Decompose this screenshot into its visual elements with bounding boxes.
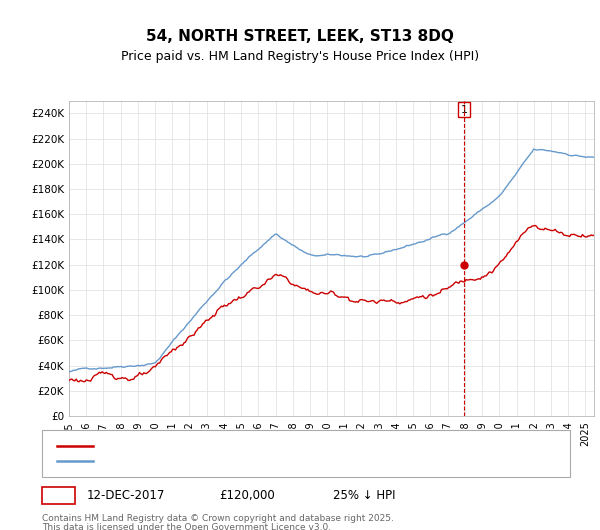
Text: 1: 1 bbox=[461, 104, 467, 114]
Text: £120,000: £120,000 bbox=[219, 489, 275, 501]
Text: 12-DEC-2017: 12-DEC-2017 bbox=[87, 489, 166, 501]
Text: 54, NORTH STREET, LEEK, ST13 8DQ: 54, NORTH STREET, LEEK, ST13 8DQ bbox=[146, 29, 454, 44]
Text: HPI: Average price, semi-detached house, Staffordshire Moorlands: HPI: Average price, semi-detached house,… bbox=[99, 456, 461, 466]
Text: Price paid vs. HM Land Registry's House Price Index (HPI): Price paid vs. HM Land Registry's House … bbox=[121, 50, 479, 64]
Text: 54, NORTH STREET, LEEK, ST13 8DQ (semi-detached house): 54, NORTH STREET, LEEK, ST13 8DQ (semi-d… bbox=[99, 441, 428, 451]
Text: Contains HM Land Registry data © Crown copyright and database right 2025.: Contains HM Land Registry data © Crown c… bbox=[42, 514, 394, 523]
Text: 25% ↓ HPI: 25% ↓ HPI bbox=[333, 489, 395, 501]
Text: 1: 1 bbox=[55, 489, 62, 501]
Text: This data is licensed under the Open Government Licence v3.0.: This data is licensed under the Open Gov… bbox=[42, 523, 331, 530]
